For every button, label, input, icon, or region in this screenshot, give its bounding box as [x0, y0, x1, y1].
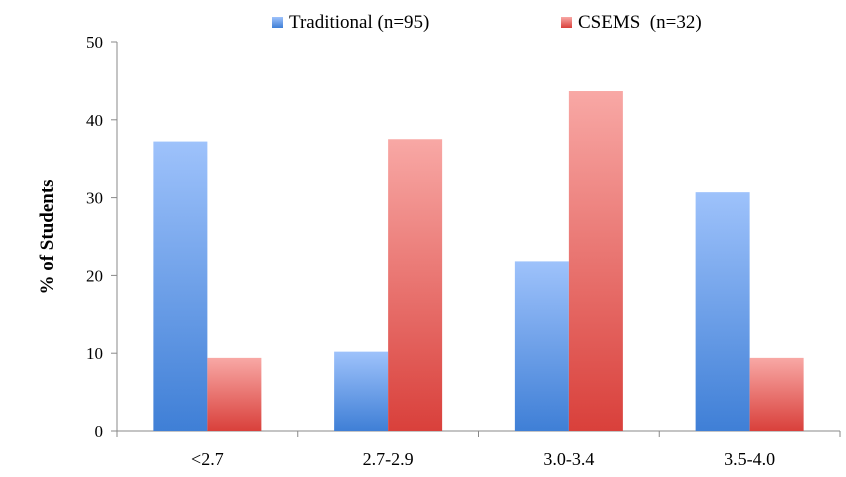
legend-label-csems: CSEMS (n=32): [578, 12, 702, 33]
legend-item-csems: CSEMS (n=32): [561, 12, 702, 33]
bar-traditional-4: [695, 192, 750, 431]
bar-csems-2: [388, 139, 443, 431]
y-tick-label: 10: [86, 344, 103, 363]
legend: Traditional (n=95) CSEMS (n=32): [272, 12, 702, 33]
y-tick-label: 20: [86, 266, 103, 285]
x-axis-ticks: <2.7 2.7-2.9 3.0-3.4 3.5-4.0: [116, 431, 841, 469]
y-axis-ticks: 0 10 20 30 40 50: [86, 33, 117, 441]
x-tick-label: 3.0-3.4: [543, 449, 594, 469]
bar-traditional-3: [514, 261, 569, 431]
bar-traditional-1: [153, 141, 208, 432]
bar-csems-3: [568, 91, 623, 431]
y-tick-label: 0: [95, 422, 104, 441]
x-tick-label: 3.5-4.0: [724, 449, 775, 469]
bar-csems-1: [207, 357, 262, 431]
y-tick-label: 50: [86, 33, 103, 52]
x-tick-label: <2.7: [191, 449, 224, 469]
x-tick-label: 2.7-2.9: [363, 449, 414, 469]
bars: [153, 91, 804, 432]
legend-swatch-csems: [561, 17, 572, 28]
legend-label-traditional: Traditional (n=95): [289, 12, 429, 33]
legend-swatch-traditional: [272, 17, 283, 28]
y-axis-title: % of Students: [37, 179, 58, 294]
y-tick-label: 40: [86, 111, 103, 130]
y-tick-label: 30: [86, 189, 103, 208]
bar-csems-4: [749, 357, 804, 431]
legend-item-traditional: Traditional (n=95): [272, 12, 429, 33]
bar-traditional-2: [334, 351, 389, 431]
